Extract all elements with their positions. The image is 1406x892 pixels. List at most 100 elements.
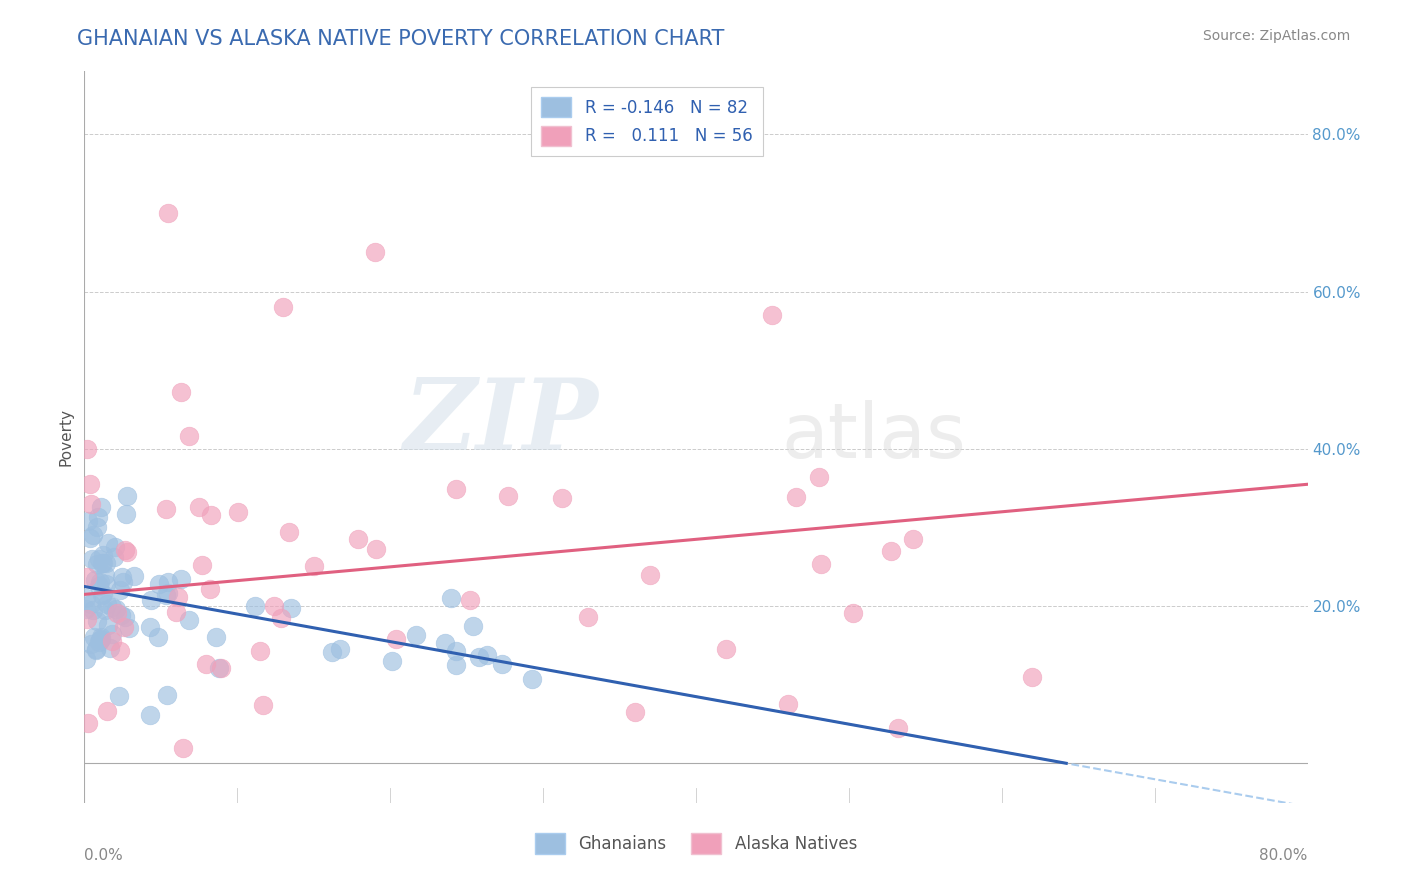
Point [364, 541, 387, 556]
Point [104, 602, 127, 616]
Point [101, 599, 124, 614]
Legend: Ghanaians, Alaska Natives: Ghanaians, Alaska Natives [529, 827, 863, 860]
Point [108, 582, 131, 597]
Text: GHANAIAN VS ALASKA NATIVE POVERTY CORRELATION CHART: GHANAIAN VS ALASKA NATIVE POVERTY CORREL… [77, 29, 724, 48]
Point [172, 740, 194, 755]
Point [80, 637, 103, 651]
Text: ZIP: ZIP [404, 375, 598, 471]
Point [139, 708, 162, 723]
Point [209, 660, 232, 674]
Point [111, 575, 134, 590]
Point [82, 603, 104, 617]
Point [385, 632, 408, 647]
Point [89, 633, 111, 648]
Point [90, 500, 112, 514]
Point [75, 591, 97, 605]
Point [204, 630, 226, 644]
Point [76, 570, 98, 584]
Point [90, 631, 112, 645]
Point [91, 556, 114, 570]
Point [467, 649, 489, 664]
Point [200, 508, 222, 522]
Point [96, 597, 118, 611]
Point [79, 476, 101, 491]
Point [179, 613, 201, 627]
Point [177, 429, 200, 443]
Point [87, 635, 110, 649]
Point [433, 636, 456, 650]
Point [463, 619, 485, 633]
Point [89, 552, 111, 566]
Point [156, 688, 179, 702]
Point [228, 505, 250, 519]
Point [97, 617, 120, 632]
Point [104, 540, 127, 554]
Point [115, 489, 138, 503]
Point [83, 630, 105, 644]
Point [364, 245, 387, 260]
Point [86, 509, 108, 524]
Point [271, 301, 294, 315]
Point [346, 532, 368, 546]
Point [86, 520, 108, 534]
Point [458, 593, 481, 607]
Point [165, 605, 187, 619]
Point [83, 573, 105, 587]
Point [880, 544, 903, 558]
Point [446, 482, 468, 496]
Point [114, 610, 136, 624]
Point [112, 619, 135, 633]
Point [714, 641, 737, 656]
Point [86, 558, 108, 572]
Point [270, 611, 292, 625]
Point [157, 574, 180, 589]
Point [90, 632, 112, 647]
Point [576, 610, 599, 624]
Point [146, 630, 169, 644]
Point [108, 690, 131, 704]
Point [87, 579, 110, 593]
Point [76, 716, 98, 731]
Point [156, 585, 179, 599]
Point [278, 524, 301, 539]
Point [79, 597, 101, 611]
Point [243, 599, 266, 613]
Point [1021, 670, 1043, 684]
Y-axis label: Poverty: Poverty [58, 408, 73, 467]
Point [118, 621, 141, 635]
Point [808, 469, 831, 483]
Point [157, 206, 180, 220]
Point [155, 501, 177, 516]
Point [93, 603, 115, 617]
Point [155, 588, 177, 602]
Point [101, 626, 124, 640]
Point [86, 614, 108, 628]
Point [76, 612, 98, 626]
Point [901, 533, 924, 547]
Point [302, 558, 325, 573]
Point [80, 551, 103, 566]
Point [191, 558, 214, 573]
Point [98, 641, 121, 656]
Point [263, 599, 285, 614]
Point [170, 384, 193, 399]
Point [200, 582, 222, 597]
Point [115, 545, 138, 559]
Point [96, 704, 118, 718]
Point [77, 514, 100, 528]
Point [446, 644, 468, 658]
Point [170, 572, 193, 586]
Point [110, 570, 132, 584]
Point [86, 641, 108, 656]
Point [79, 497, 101, 511]
Point [440, 591, 463, 605]
Point [75, 602, 97, 616]
Point [96, 557, 118, 571]
Point [842, 606, 865, 620]
Point [624, 706, 647, 720]
Point [76, 442, 98, 456]
Point [785, 491, 807, 505]
Point [321, 644, 343, 658]
Point [761, 308, 783, 322]
Point [194, 657, 217, 671]
